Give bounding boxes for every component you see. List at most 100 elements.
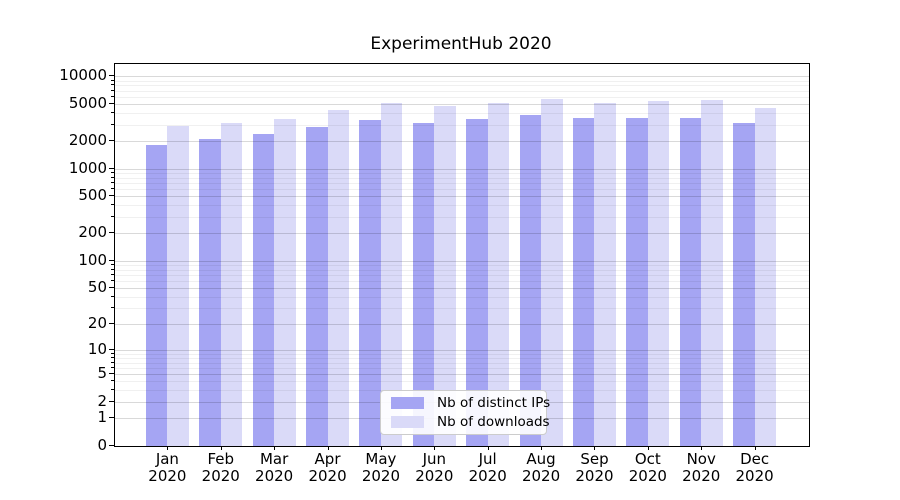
x-tick-mark-mar	[274, 446, 276, 450]
y-tick-label-200: 200	[78, 223, 107, 242]
gridline-minor-3000	[115, 124, 809, 126]
x-tick-label-mar: Mar 2020	[242, 451, 306, 485]
gridline-major-1000	[115, 168, 809, 170]
gridline-major-500	[115, 196, 809, 198]
gridline-minor-90	[115, 264, 809, 266]
x-tick-mark-sep	[594, 446, 596, 450]
x-tick-year: 2020	[575, 467, 614, 485]
y-minor-tick-mark-3000	[111, 123, 114, 125]
y-tick-mark-20	[109, 322, 114, 324]
y-tick-label-2: 2	[97, 391, 107, 410]
x-tick-month: Jul	[478, 450, 497, 468]
gridline-minor-7000	[115, 90, 809, 92]
x-tick-label-sep: Sep 2020	[562, 451, 626, 485]
gridline-minor-4	[115, 381, 809, 383]
y-tick-mark-200	[109, 232, 114, 234]
x-tick-month: Jan	[155, 450, 179, 468]
gridline-minor-7	[115, 362, 809, 364]
y-tick-mark-2000	[109, 139, 114, 141]
y-minor-tick-mark-600	[111, 188, 114, 190]
x-tick-mark-jan	[167, 446, 169, 450]
gridline-minor-9	[115, 353, 809, 355]
gridline-minor-6000	[115, 96, 809, 98]
gridline-major-200	[115, 233, 809, 235]
legend-swatch-distinct-ips	[391, 397, 424, 410]
bar-downloads-jun	[434, 106, 456, 446]
x-tick-year: 2020	[468, 467, 507, 485]
bar-distinct-ips-aug	[519, 115, 542, 446]
x-tick-month: Mar	[259, 450, 289, 468]
bar-distinct-ips-feb	[199, 139, 221, 446]
gridline-minor-80	[115, 269, 809, 271]
bar-distinct-ips-oct	[626, 118, 648, 446]
plot-area	[114, 63, 810, 447]
bar-distinct-ips-nov	[679, 117, 702, 446]
y-minor-tick-mark-6	[111, 366, 114, 368]
y-tick-label-5: 5	[97, 364, 107, 383]
bar-distinct-ips-jun	[412, 123, 435, 446]
bar-distinct-ips-sep	[572, 117, 595, 446]
gridline-major-5	[115, 374, 809, 376]
y-minor-tick-mark-300	[111, 215, 114, 217]
y-tick-label-5000: 5000	[68, 94, 107, 113]
legend-label-distinct-ips: Nb of distinct IPs	[437, 395, 551, 412]
gridline-minor-60	[115, 281, 809, 282]
y-minor-tick-mark-90	[111, 263, 114, 265]
gridline-major-5000	[115, 104, 809, 106]
bar-downloads-mar	[274, 119, 296, 446]
y-tick-label-50: 50	[87, 278, 107, 297]
legend-label-downloads: Nb of downloads	[437, 413, 550, 430]
bar-distinct-ips-apr	[306, 127, 328, 446]
y-minor-tick-mark-7	[111, 361, 114, 363]
x-tick-label-may: May 2020	[349, 451, 413, 485]
y-minor-tick-mark-60	[111, 280, 114, 281]
y-tick-mark-5000	[109, 103, 114, 105]
y-minor-tick-mark-4000	[111, 112, 114, 114]
x-tick-mark-feb	[220, 446, 222, 450]
x-tick-label-aug: Aug 2020	[509, 451, 573, 485]
x-tick-label-apr: Apr 2020	[296, 451, 360, 485]
x-tick-label-jul: Jul 2020	[456, 451, 520, 485]
x-tick-year: 2020	[148, 467, 187, 485]
gridline-minor-600	[115, 189, 809, 191]
y-minor-tick-mark-3	[111, 389, 114, 391]
x-tick-mark-nov	[701, 446, 703, 450]
y-tick-label-20: 20	[87, 313, 107, 332]
y-minor-tick-mark-9000	[111, 79, 114, 81]
gridline-major-50	[115, 288, 809, 290]
legend: Nb of distinct IPs Nb of downloads	[380, 390, 550, 435]
y-tick-mark-2	[109, 400, 114, 402]
y-tick-mark-10000	[109, 75, 114, 77]
x-tick-year: 2020	[361, 467, 401, 485]
x-tick-month: Dec	[740, 450, 770, 468]
y-tick-mark-5	[109, 373, 114, 375]
gridline-minor-6	[115, 367, 809, 369]
y-tick-label-1: 1	[97, 408, 107, 427]
x-tick-mark-oct	[647, 446, 649, 450]
y-minor-tick-mark-7000	[111, 89, 114, 91]
x-tick-label-jun: Jun 2020	[402, 451, 466, 485]
bar-downloads-jan	[167, 126, 189, 446]
bar-downloads-nov	[701, 100, 723, 446]
gridline-minor-8	[115, 357, 809, 359]
x-tick-label-oct: Oct 2020	[616, 451, 680, 485]
bar-distinct-ips-jul	[466, 119, 488, 446]
x-tick-year: 2020	[308, 467, 347, 485]
legend-item-distinct-ips: Nb of distinct IPs	[391, 395, 550, 411]
bar-downloads-oct	[647, 101, 670, 446]
x-tick-label-jan: Jan 2020	[135, 451, 199, 485]
x-tick-year: 2020	[521, 467, 561, 485]
x-tick-month: Oct	[634, 450, 661, 468]
bar-downloads-dec	[754, 107, 777, 446]
y-minor-tick-mark-70	[111, 273, 114, 275]
gridline-minor-300	[115, 216, 809, 218]
gridline-minor-700	[115, 183, 809, 185]
bar-downloads-apr	[327, 110, 350, 446]
gridline-minor-800	[115, 177, 809, 179]
y-minor-tick-mark-800	[111, 176, 114, 178]
x-tick-mark-jun	[434, 446, 436, 450]
gridline-major-20	[115, 323, 809, 325]
gridline-minor-70	[115, 274, 809, 276]
y-tick-mark-1000	[109, 167, 114, 169]
x-tick-month: Feb	[207, 450, 235, 468]
